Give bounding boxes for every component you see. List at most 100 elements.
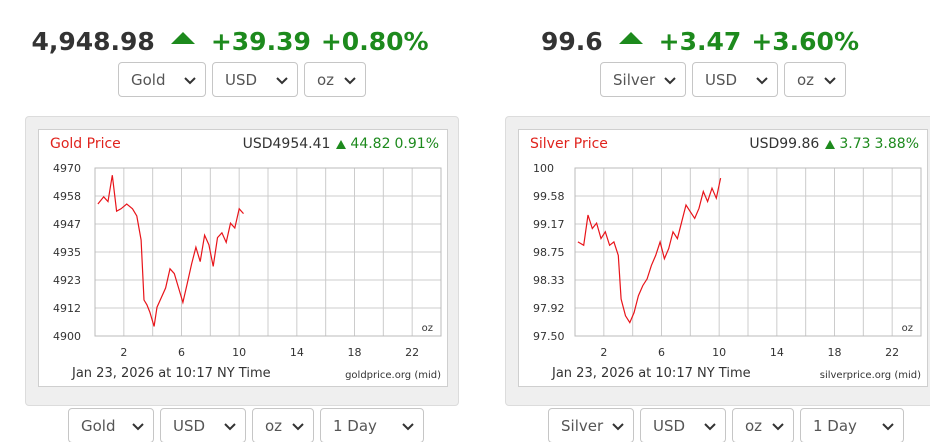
y-tick-label: 100: [533, 162, 554, 175]
chevron-down-icon: [824, 76, 836, 84]
quote-percent: 0.91%: [394, 136, 439, 152]
chevron-down-icon: [292, 422, 304, 430]
currency-select[interactable]: USD: [212, 62, 298, 97]
currency-select-value: USD: [705, 70, 738, 89]
range-select-value: 1 Day: [813, 416, 857, 435]
headline-price: 4,948.98: [31, 27, 155, 56]
metal-select[interactable]: Silver: [600, 62, 686, 97]
x-tick-label: 2: [120, 346, 127, 359]
unit-select-value: oz: [265, 416, 283, 435]
x-tick-label: 10: [232, 346, 246, 359]
y-tick-label: 4970: [53, 162, 81, 175]
chevron-down-icon: [276, 76, 288, 84]
metal-select-value: Gold: [131, 70, 166, 89]
plot-frame: [94, 167, 442, 337]
headline-change: +39.39: [210, 27, 311, 56]
chevron-down-icon: [224, 422, 236, 430]
gold-chart-panel: Gold Price USD4954.41 44.82 0.91% 4970 49…: [25, 116, 459, 406]
x-tick-label: 18: [828, 346, 842, 359]
x-tick-label: 6: [178, 346, 185, 359]
up-arrow-icon: [825, 139, 836, 149]
headline-price: 99.6: [540, 27, 603, 56]
quote-percent: 3.88%: [874, 136, 919, 152]
up-arrow-icon: [170, 31, 195, 44]
currency-select[interactable]: USD: [692, 62, 778, 97]
chevron-down-icon: [132, 422, 144, 430]
x-tick-label: 10: [712, 346, 726, 359]
x-tick-label: 14: [770, 346, 784, 359]
grid-lines: [574, 167, 922, 337]
metal-select[interactable]: Silver: [548, 408, 634, 442]
gold-price-plot: 4970 4958 4947 4935 4923 4912 4900 2 6 10 14 18 22 oz: [53, 162, 442, 359]
unit-select[interactable]: oz: [304, 62, 366, 97]
price-series-line: [577, 177, 722, 324]
chevron-down-icon: [664, 76, 676, 84]
metal-select-value: Silver: [561, 416, 604, 435]
chevron-down-icon: [756, 76, 768, 84]
x-tick-label: 22: [885, 346, 899, 359]
silver-price-plot: 100 99.58 99.17 98.75 98.33 97.92 97.50 2 6 10 14 1…: [533, 162, 922, 359]
unit-label: oz: [422, 323, 433, 334]
quote-price: USD4954.41: [242, 136, 331, 152]
chart-title: Gold Price: [50, 136, 121, 152]
plot-frame: [574, 167, 922, 337]
range-select[interactable]: 1 Day: [800, 408, 904, 442]
silver-chart: Silver Price USD99.86 3.73 3.88% 100 99.5…: [518, 129, 928, 387]
headline-percent: +0.80%: [320, 27, 429, 56]
bottom-selector-row: Silver USD oz 1 Day: [548, 408, 904, 442]
chart-source[interactable]: silverprice.org (mid): [819, 370, 921, 381]
metal-select[interactable]: Gold: [68, 408, 154, 442]
top-selector-row: Gold USD oz: [118, 62, 366, 97]
y-tick-label: 4912: [53, 302, 81, 315]
silver-chart-panel: Silver Price USD99.86 3.73 3.88% 100 99.5…: [505, 116, 930, 406]
range-select[interactable]: 1 Day: [320, 408, 424, 442]
unit-select-value: oz: [745, 416, 763, 435]
y-tick-label: 4935: [53, 246, 81, 259]
chart-quote: USD99.86 3.73 3.88%: [749, 136, 919, 152]
x-tick-label: 14: [290, 346, 304, 359]
x-tick-label: 2: [600, 346, 607, 359]
y-tick-label: 4923: [53, 274, 81, 287]
unit-label: oz: [902, 323, 913, 334]
chevron-down-icon: [612, 422, 624, 430]
y-tick-label: 4947: [53, 218, 81, 231]
gold-headline: 4,948.98 +39.39 +0.80%: [0, 27, 460, 56]
gold-widget: 4,948.98 +39.39 +0.80% Gold USD oz Gold …: [0, 0, 460, 442]
currency-select[interactable]: USD: [160, 408, 246, 442]
currency-select-value: USD: [653, 416, 686, 435]
quote-price: USD99.86: [749, 136, 820, 152]
unit-select[interactable]: oz: [732, 408, 794, 442]
currency-select[interactable]: USD: [640, 408, 726, 442]
metal-select[interactable]: Gold: [118, 62, 206, 97]
chart-source[interactable]: goldprice.org (mid): [345, 370, 441, 381]
silver-headline: 99.6 +3.47 +3.60%: [470, 27, 930, 56]
range-select-value: 1 Day: [333, 416, 377, 435]
unit-select[interactable]: oz: [784, 62, 846, 97]
y-tick-label: 4900: [53, 330, 81, 343]
unit-select-value: oz: [317, 70, 335, 89]
quote-change: 44.82: [350, 136, 391, 152]
metal-select-value: Gold: [81, 416, 116, 435]
chevron-down-icon: [882, 422, 894, 430]
y-tick-label: 98.75: [533, 246, 565, 259]
x-tick-label: 6: [658, 346, 665, 359]
metal-select-value: Silver: [613, 70, 656, 89]
unit-select-value: oz: [797, 70, 815, 89]
quote-change: 3.73: [839, 136, 871, 152]
y-tick-label: 4958: [53, 190, 81, 203]
chart-timestamp: Jan 23, 2026 at 10:17 NY Time: [552, 366, 751, 381]
y-tick-label: 99.58: [533, 190, 565, 203]
unit-select[interactable]: oz: [252, 408, 314, 442]
x-tick-label: 18: [348, 346, 362, 359]
grid-lines: [94, 167, 442, 337]
y-tick-label: 97.50: [533, 330, 565, 343]
up-arrow-icon: [336, 139, 347, 149]
currency-select-value: USD: [225, 70, 258, 89]
chevron-down-icon: [704, 422, 716, 430]
y-tick-label: 97.92: [533, 302, 565, 315]
bottom-selector-row: Gold USD oz 1 Day: [68, 408, 424, 442]
silver-widget: 99.6 +3.47 +3.60% Silver USD oz Silver P…: [470, 0, 930, 442]
x-tick-label: 22: [405, 346, 419, 359]
chart-timestamp: Jan 23, 2026 at 10:17 NY Time: [72, 366, 271, 381]
price-series-line: [97, 175, 244, 327]
